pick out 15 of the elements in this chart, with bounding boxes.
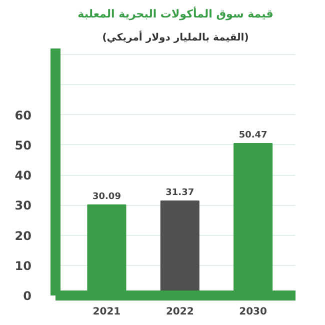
data-label: 31.37 bbox=[166, 188, 194, 198]
y-tick-label: 40 bbox=[14, 168, 32, 183]
x-tick-label: 2021 bbox=[92, 306, 121, 318]
y-tick-label: 30 bbox=[14, 198, 32, 213]
data-label: 30.09 bbox=[92, 192, 121, 202]
y-tick-label: 50 bbox=[14, 138, 32, 152]
data-label: 50.47 bbox=[238, 130, 268, 140]
y-tick-label: 10 bbox=[14, 258, 32, 273]
x-tick-label: 2030 bbox=[239, 306, 268, 318]
chart-subtitle: (القيمة بالمليار دولار أمريكي) bbox=[102, 30, 249, 44]
chart-title: قيمة سوق المأكولات البحرية المعلبة bbox=[78, 6, 274, 20]
y-tick-label: 0 bbox=[23, 289, 32, 303]
y-tick-label: 60 bbox=[14, 108, 32, 122]
x-tick-label: 2022 bbox=[166, 306, 194, 318]
y-tick-label: 20 bbox=[14, 228, 32, 243]
